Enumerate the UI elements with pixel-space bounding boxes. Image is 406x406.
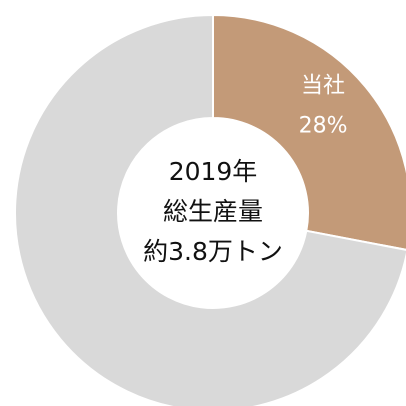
center-text: 約3.8万トン [143, 237, 283, 266]
center-text: 2019年 [169, 157, 258, 186]
center-text: 総生産量 [163, 197, 263, 226]
slice-label: 当社 [301, 74, 345, 99]
slice-value-label: 28% [299, 114, 348, 139]
donut-slice [212, 13, 406, 251]
donut-slice [14, 13, 406, 406]
